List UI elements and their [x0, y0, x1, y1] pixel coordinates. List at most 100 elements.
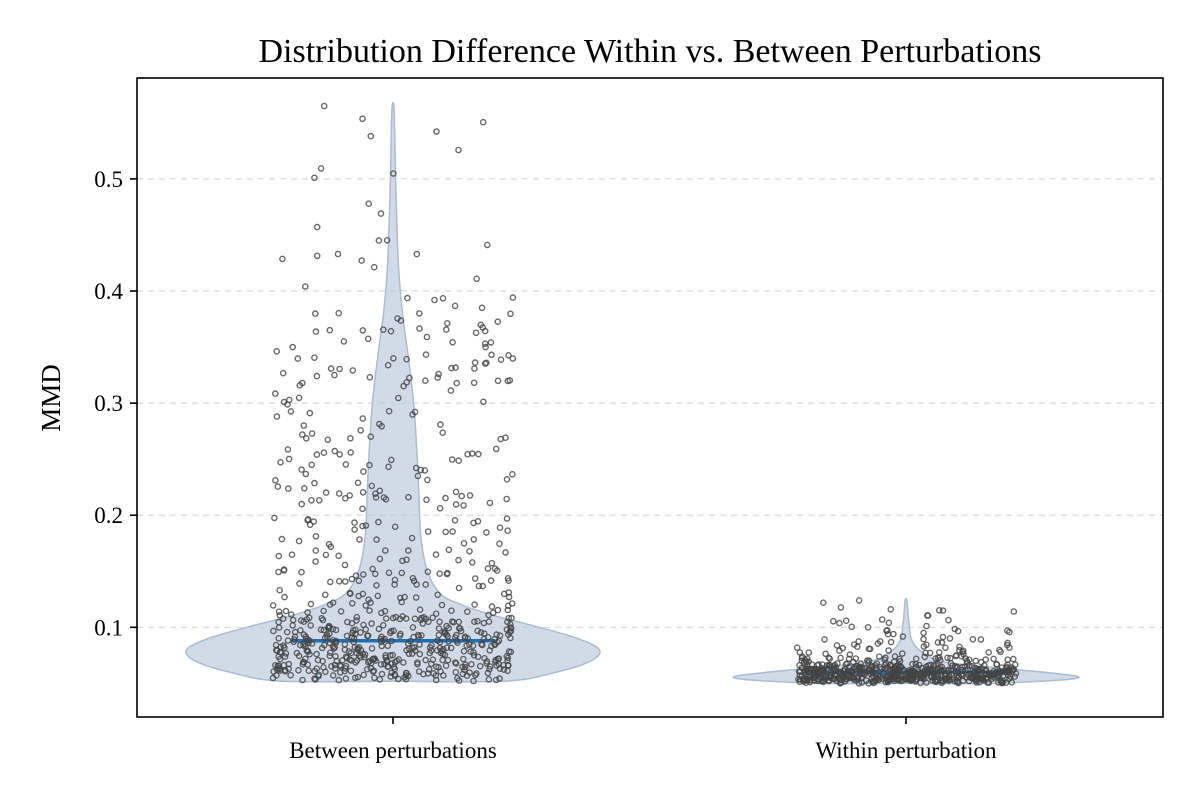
data-point	[302, 434, 310, 442]
data-point	[364, 658, 372, 666]
data-point	[389, 614, 397, 622]
data-point	[796, 662, 803, 669]
y-tick-label: 0.2	[94, 503, 123, 528]
data-point	[280, 661, 288, 669]
data-point	[368, 620, 375, 627]
data-point	[295, 667, 302, 674]
data-point	[834, 660, 841, 667]
data-point	[492, 676, 500, 684]
data-point	[310, 518, 318, 525]
data-point	[500, 590, 508, 598]
data-point	[396, 594, 404, 602]
data-point	[342, 675, 350, 682]
data-point	[311, 479, 318, 487]
data-point	[795, 675, 802, 683]
data-point	[410, 577, 418, 585]
data-point	[425, 666, 433, 673]
data-point	[793, 644, 801, 652]
data-point	[488, 559, 496, 567]
data-point	[815, 661, 823, 668]
data-point	[504, 602, 512, 610]
data-point	[819, 661, 826, 668]
data-point	[471, 359, 479, 366]
data-point	[842, 617, 850, 625]
data-point	[494, 318, 502, 326]
data-point	[326, 639, 334, 647]
data-point	[934, 676, 941, 684]
data-point	[881, 661, 889, 669]
data-point	[388, 637, 395, 645]
data-point	[961, 663, 969, 670]
data-point	[281, 653, 289, 660]
data-point	[312, 547, 320, 554]
data-point	[460, 647, 468, 655]
data-point	[455, 584, 463, 592]
data-point	[341, 667, 349, 675]
data-point	[359, 505, 366, 513]
data-point	[341, 494, 349, 502]
data-point	[368, 645, 376, 652]
data-point	[923, 663, 930, 670]
data-point	[354, 646, 362, 654]
data-point	[452, 660, 460, 667]
data-point	[435, 370, 442, 378]
data-point	[311, 174, 318, 182]
data-point	[319, 616, 327, 624]
data-point	[887, 638, 895, 646]
data-point	[467, 648, 475, 655]
data-point	[487, 577, 495, 584]
data-point	[308, 496, 315, 504]
data-point	[305, 667, 313, 675]
data-point	[275, 665, 283, 672]
data-point	[269, 602, 277, 609]
data-point	[273, 413, 281, 420]
data-point	[287, 611, 295, 618]
data-point	[378, 670, 386, 678]
data-point	[372, 494, 380, 501]
data-point	[871, 677, 879, 685]
data-point	[998, 678, 1005, 685]
data-point	[479, 324, 487, 331]
data-point	[479, 118, 487, 126]
data-point	[921, 675, 928, 683]
data-point	[298, 568, 305, 576]
data-point	[313, 650, 320, 658]
data-point	[428, 642, 435, 649]
data-point	[387, 456, 395, 464]
data-point	[451, 302, 459, 310]
data-point	[452, 364, 459, 371]
data-point	[372, 490, 379, 498]
data-point	[448, 456, 456, 463]
data-point	[896, 655, 903, 663]
data-point	[390, 354, 397, 362]
data-point	[301, 283, 309, 290]
data-point	[432, 676, 440, 684]
data-point	[437, 421, 444, 428]
data-point	[442, 494, 449, 502]
data-point	[340, 338, 348, 345]
data-point	[1011, 673, 1019, 680]
data-point	[282, 607, 290, 615]
data-point	[353, 613, 361, 621]
data-point	[276, 655, 284, 663]
data-point	[362, 602, 370, 609]
data-point	[803, 665, 811, 673]
data-point	[283, 628, 291, 636]
data-point	[974, 665, 981, 673]
data-point	[304, 648, 312, 656]
data-point	[476, 662, 484, 670]
data-point	[907, 677, 914, 685]
data-point	[287, 671, 294, 679]
data-point	[443, 319, 451, 327]
data-point	[488, 603, 496, 610]
data-point	[307, 622, 315, 629]
data-point	[507, 634, 514, 642]
data-point	[494, 606, 502, 614]
data-point	[820, 599, 827, 607]
data-point	[485, 618, 493, 625]
data-point	[383, 236, 391, 244]
data-point	[480, 398, 487, 406]
data-point	[475, 450, 482, 458]
data-point	[504, 654, 512, 662]
data-point	[483, 241, 491, 249]
